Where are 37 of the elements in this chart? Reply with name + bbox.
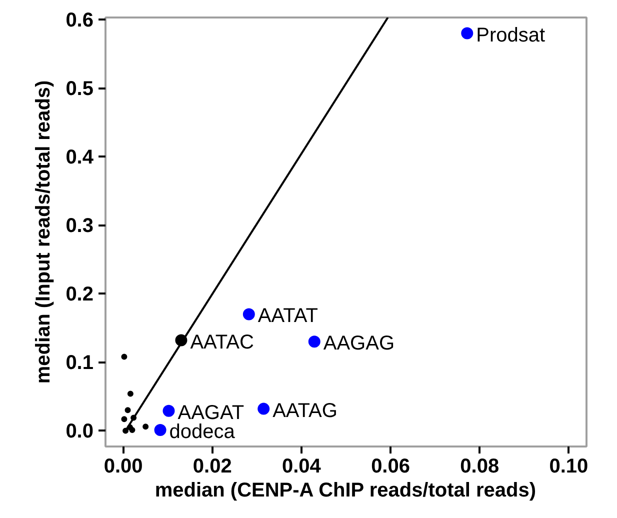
annotation: AATAG	[272, 400, 338, 422]
point	[127, 390, 134, 397]
x-axis-title: median (CENP-A ChIP reads/total reads)	[154, 480, 536, 502]
x-tick-label: 0.08	[460, 456, 500, 478]
point	[308, 336, 320, 348]
point	[258, 402, 270, 415]
point	[175, 334, 188, 346]
point	[142, 424, 149, 430]
annotation: AAGAG	[323, 332, 395, 355]
point	[162, 404, 175, 417]
y-tick-label: 0.0	[66, 420, 94, 443]
annotation: AATAT	[258, 305, 318, 328]
y-tick-label: 0.5	[66, 78, 94, 100]
y-tick-label: 0.6	[66, 10, 94, 32]
y-tick-label: 0.2	[66, 284, 94, 306]
x-tick-label: 0.06	[371, 456, 410, 478]
point	[154, 424, 166, 436]
point	[124, 407, 131, 414]
point	[461, 27, 474, 40]
x-tick-label: 0.00	[104, 456, 143, 478]
point	[121, 354, 128, 360]
annotation: AAGAT	[178, 402, 244, 424]
point	[126, 424, 133, 430]
x-tick-label: 0.10	[549, 456, 588, 478]
annotation: Prodsat	[476, 24, 546, 46]
point	[122, 428, 129, 434]
y-tick-label: 0.1	[66, 352, 94, 374]
x-tick-label: 0.04	[282, 456, 322, 478]
y-tick-label: 0.4	[66, 146, 94, 169]
annotation: dodeca	[169, 421, 236, 444]
y-axis-title: median (Input reads/total reads)	[32, 80, 55, 384]
point	[242, 308, 255, 320]
point	[130, 414, 137, 421]
y-tick-label: 0.3	[66, 215, 94, 238]
point	[121, 416, 128, 422]
annotation: AATAC	[190, 331, 254, 354]
x-tick-label: 0.02	[192, 456, 232, 478]
